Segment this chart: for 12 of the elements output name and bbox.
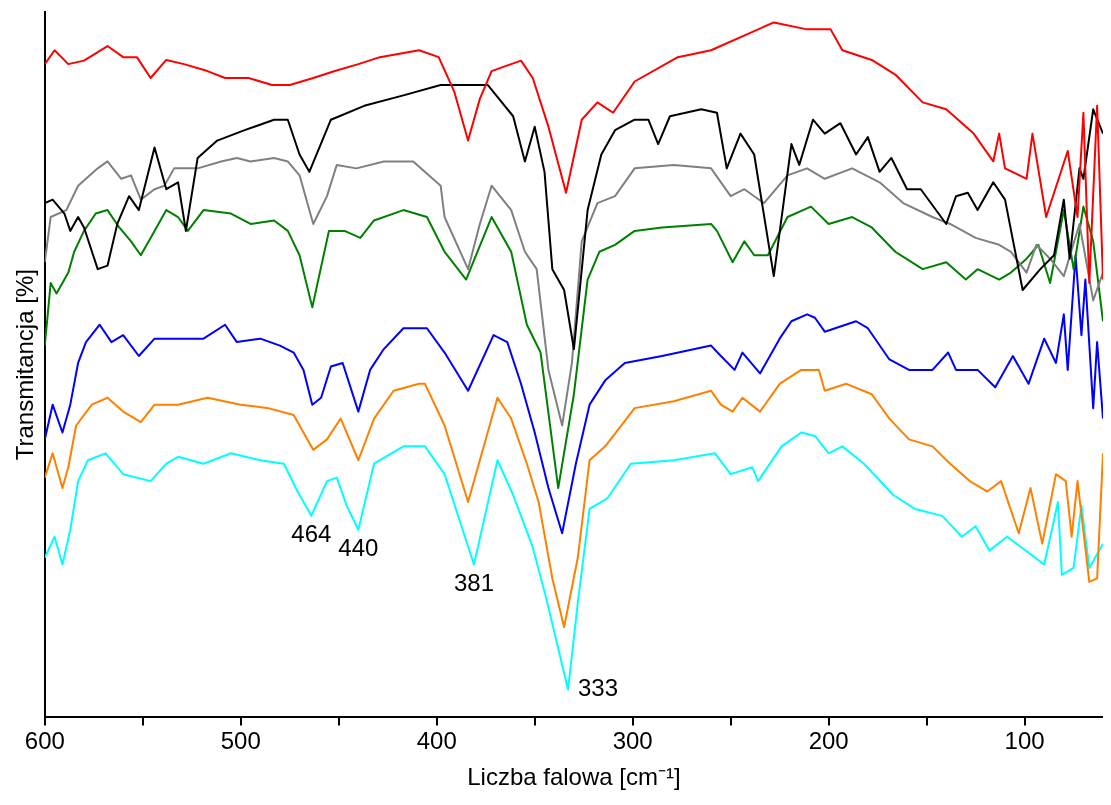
annotation: 464	[291, 520, 332, 548]
x-tick-label: 200	[808, 727, 849, 755]
x-tick-label: 400	[416, 727, 457, 755]
x-tick-label: 600	[24, 727, 65, 755]
y-axis-title: Transmitancja [%]	[11, 269, 39, 461]
x-axis-title: Liczba falowa [cm⁻¹]	[467, 763, 681, 791]
x-tick-label: 300	[612, 727, 653, 755]
annotation: 440	[338, 534, 379, 562]
annotation: 381	[453, 569, 494, 597]
x-tick-label: 100	[1004, 727, 1045, 755]
x-tick-label: 500	[220, 727, 261, 755]
annotation: 333	[578, 674, 619, 702]
